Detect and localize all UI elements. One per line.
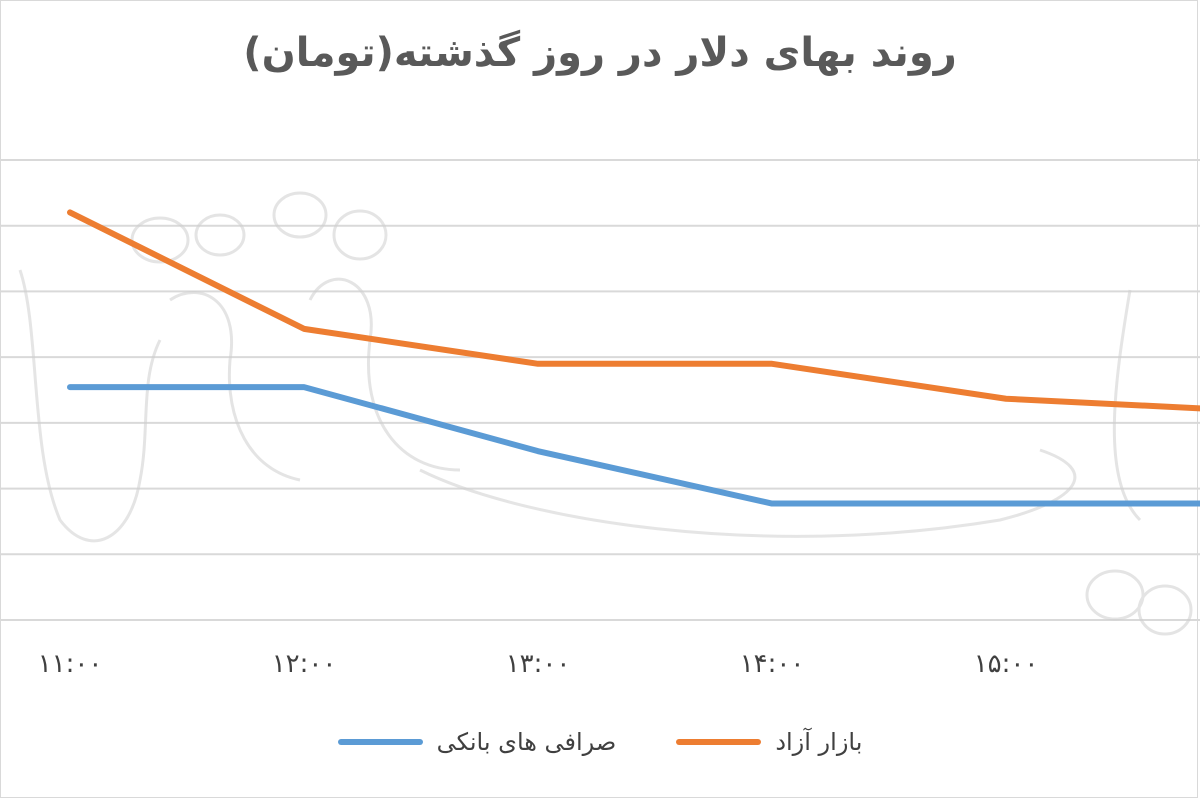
- legend-label-series-1: صرافی های بانکی: [436, 728, 617, 756]
- x-tick-label: ۱۲:۰۰: [272, 649, 337, 679]
- x-tick-label: ۱۴:۰۰: [740, 649, 805, 679]
- legend-label-series-2: بازار آزاد: [775, 728, 863, 756]
- legend-item-series-1: صرافی های بانکی: [337, 728, 617, 756]
- legend: بازار آزاد صرافی های بانکی: [0, 722, 1200, 762]
- legend-swatch-blue: [337, 739, 423, 745]
- watermark-logo: [18, 191, 1193, 636]
- x-tick-label: ۱۱:۰۰: [38, 649, 103, 679]
- x-tick-label: ۱۳:۰۰: [506, 649, 571, 679]
- legend-swatch-orange: [676, 739, 762, 745]
- series-line-2: [67, 209, 1200, 412]
- chart-title: روند بهای دلار در روز گذشته(تومان): [243, 30, 957, 76]
- gridlines: [0, 159, 1200, 621]
- legend-item-series-2: بازار آزاد: [676, 728, 862, 756]
- x-tick-label: ۱۵:۰۰: [974, 649, 1039, 679]
- series-lines: [67, 209, 1200, 507]
- series-line-1: [67, 384, 1200, 507]
